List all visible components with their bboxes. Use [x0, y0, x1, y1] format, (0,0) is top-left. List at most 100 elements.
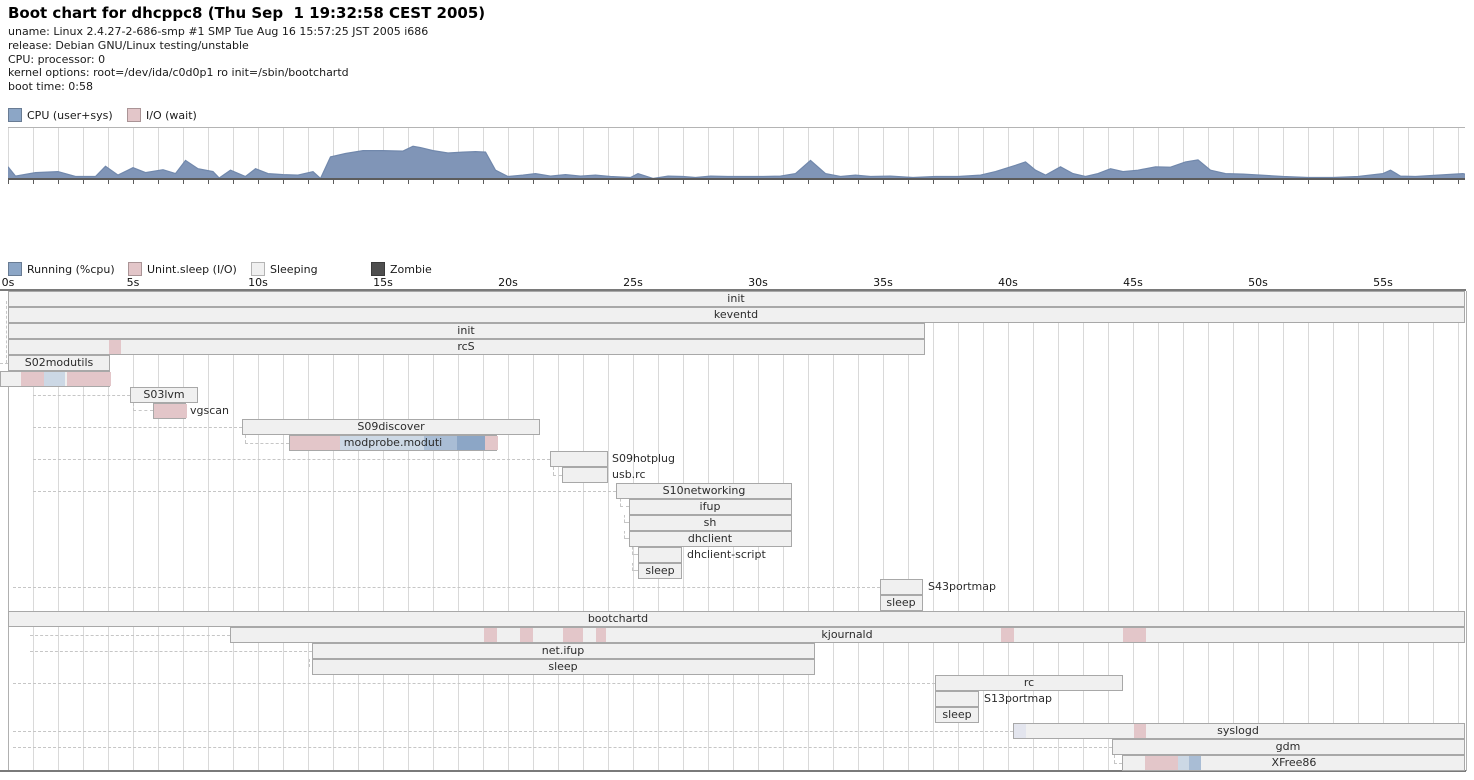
- process-box: [230, 627, 1465, 643]
- connector-line: [553, 467, 554, 475]
- connector-line: [30, 651, 312, 652]
- connector-line: [620, 499, 621, 506]
- connector-line: [133, 410, 153, 411]
- process-box: [562, 467, 608, 483]
- process-state-segment: [1145, 756, 1178, 770]
- state-legend-item: Zombie: [371, 262, 432, 276]
- time-axis: 0s 5s 10s 15s 20s 25s 30s 35s 40s 45s 50s 55s: [0, 276, 1474, 289]
- time-axis-label: 30s: [748, 276, 768, 289]
- time-axis-label: 45s: [1123, 276, 1143, 289]
- process-box: [312, 643, 815, 659]
- process-state-segment: [340, 436, 424, 450]
- process-label: sleep: [548, 660, 578, 673]
- connector-line: [1114, 755, 1115, 763]
- system-info-line: kernel options: root=/dev/ida/c0d0p1 ro …: [8, 66, 349, 80]
- process-label: S43portmap: [928, 580, 996, 593]
- process-state-segment: [424, 436, 457, 450]
- connector-line: [13, 683, 935, 684]
- process-box: [130, 387, 198, 403]
- time-axis-label: 5s: [126, 276, 140, 289]
- connector-line: [13, 747, 1112, 748]
- process-label: S03lvm: [143, 388, 185, 401]
- connector-line: [620, 506, 629, 507]
- connector-line: [245, 443, 289, 444]
- time-axis-label: 40s: [998, 276, 1018, 289]
- process-state-segment: [520, 628, 533, 642]
- process-state-segment: [21, 372, 44, 386]
- process-box: [638, 563, 682, 579]
- process-label: sleep: [886, 596, 916, 609]
- state-legend-swatch-icon: [371, 262, 385, 276]
- connector-line: [33, 459, 550, 460]
- process-box: [8, 339, 925, 355]
- process-box: [880, 595, 923, 611]
- process-label: sh: [703, 516, 717, 529]
- process-state-segment: [1189, 756, 1201, 770]
- state-legend-label: Sleeping: [270, 262, 318, 276]
- system-info-lines: uname: Linux 2.4.27-2-686-smp #1 SMP Tue…: [8, 25, 428, 94]
- process-box: [289, 435, 498, 451]
- cpu-usage-chart: [8, 127, 1465, 179]
- cpu-area-outline: [8, 145, 1465, 179]
- process-state-segment: [290, 436, 340, 450]
- gantt-bottom-border: [0, 770, 1466, 772]
- connector-line: [632, 563, 633, 570]
- connector-line: [33, 395, 130, 396]
- process-box: [312, 659, 815, 675]
- process-state-legend: Running (%cpu) Unint.sleep (I/O) Sleeping Z…: [0, 262, 1474, 276]
- process-box: [8, 323, 925, 339]
- connector-line: [624, 538, 629, 539]
- system-info-line: uname: Linux 2.4.27-2-686-smp #1 SMP Tue…: [8, 25, 429, 38]
- cpu-legend: CPU (user+sys) I/O (wait): [0, 108, 1474, 122]
- state-legend-item: Running (%cpu): [8, 262, 115, 276]
- process-box: [242, 419, 540, 435]
- cpu-legend-label: CPU (user+sys): [27, 108, 113, 122]
- process-label: S09discover: [357, 420, 425, 433]
- process-label: vgscan: [190, 404, 229, 417]
- page-title: Boot chart for dhcppc8 (Thu Sep 1 19:32:…: [8, 4, 486, 22]
- time-axis-label: 55s: [1373, 276, 1393, 289]
- process-label: XFree86: [1271, 756, 1317, 769]
- process-box: [1122, 755, 1465, 771]
- state-legend-label: Zombie: [390, 262, 432, 276]
- state-legend-swatch-icon: [8, 262, 22, 276]
- process-box: [153, 403, 187, 419]
- state-legend-swatch-icon: [128, 262, 142, 276]
- process-label: rcS: [457, 340, 475, 353]
- process-state-segment: [563, 628, 583, 642]
- connector-line: [632, 554, 638, 555]
- process-box: [1013, 723, 1465, 739]
- process-gantt-chart: init keventd init rcS S02modutils S03lvm vgsca…: [0, 291, 1474, 772]
- time-axis-label: 50s: [1248, 276, 1268, 289]
- time-axis-label: 20s: [498, 276, 518, 289]
- process-label: sleep: [942, 708, 972, 721]
- system-info-line: release: Debian GNU/Linux testing/unstab…: [8, 38, 249, 52]
- process-box: [8, 307, 1465, 323]
- process-box: [880, 579, 923, 595]
- process-box: [638, 547, 682, 563]
- connector-line: [632, 547, 633, 554]
- cpu-area-fill: [8, 146, 1465, 179]
- state-legend-label: Running (%cpu): [27, 262, 115, 276]
- process-label: S02modutils: [24, 356, 94, 369]
- cpu-legend-label: I/O (wait): [146, 108, 197, 122]
- time-axis-label: 25s: [623, 276, 643, 289]
- cpu-area-series: [8, 145, 1465, 179]
- process-box: [629, 515, 792, 531]
- gantt-top-border: [0, 289, 1466, 291]
- state-legend-swatch-icon: [251, 262, 265, 276]
- process-state-segment: [1001, 628, 1014, 642]
- process-label: bootchartd: [587, 612, 649, 625]
- cpu-legend-item: I/O (wait): [127, 108, 197, 122]
- connector-line: [6, 301, 7, 363]
- state-legend-label: Unint.sleep (I/O): [147, 262, 237, 276]
- connector-line: [553, 475, 562, 476]
- process-state-segment: [1014, 724, 1026, 738]
- cpu-chart-ticks: [8, 180, 1466, 184]
- process-label: rc: [1023, 676, 1035, 689]
- time-axis-label: 15s: [373, 276, 393, 289]
- process-box: [550, 451, 608, 467]
- process-state-segment: [154, 404, 187, 418]
- system-info-line: CPU: processor: 0: [8, 52, 106, 66]
- connector-line: [245, 435, 246, 443]
